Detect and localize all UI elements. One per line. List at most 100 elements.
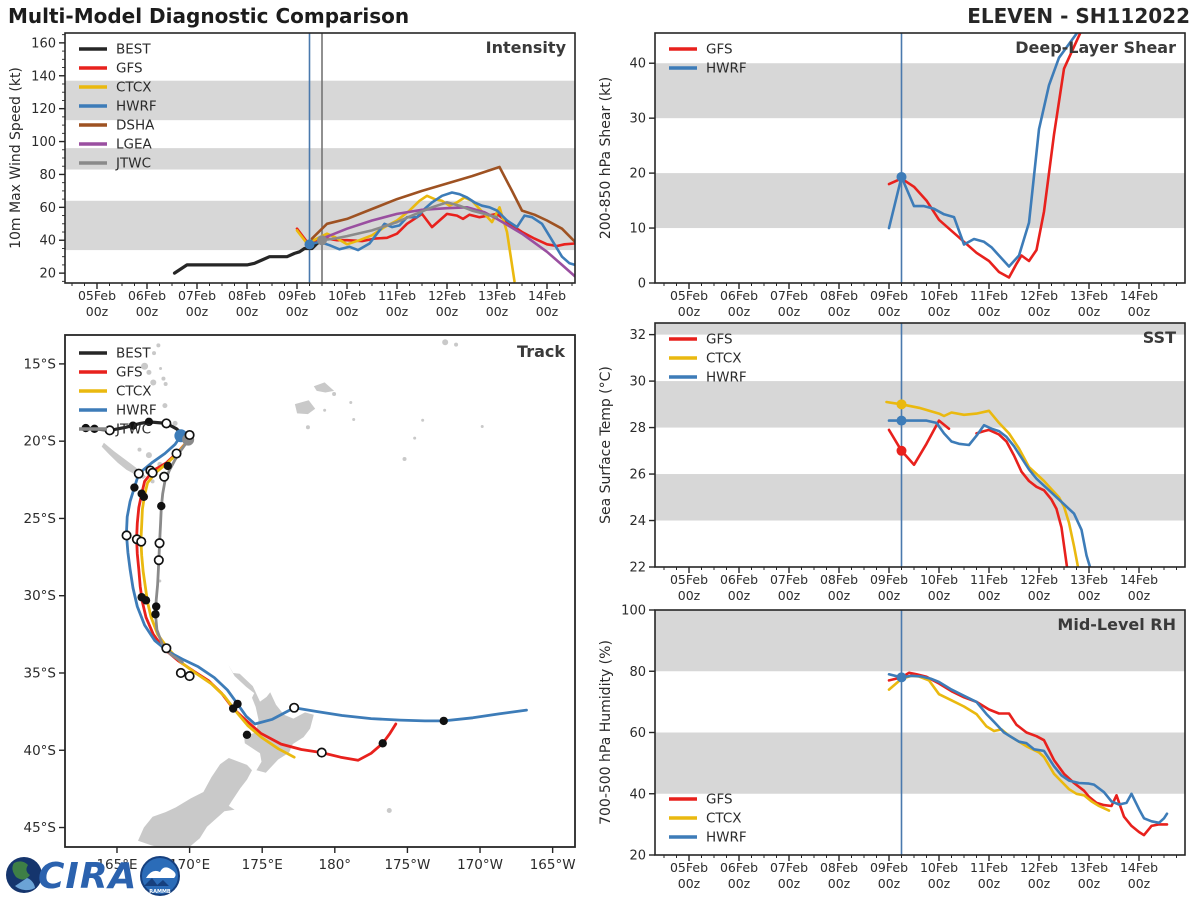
x-tick-sublabel: 00z [536,304,559,319]
cira-rammb-logo: CIRA RAMMB [6,856,180,897]
land-islet [305,425,310,430]
y-tick-label: 10 [629,222,646,237]
land-islet [413,436,417,440]
lon-tick-label: 165°E [96,857,137,873]
legend-label-GFS: GFS [116,61,143,77]
x-tick-label: 07Feb [770,288,808,303]
lat-tick-label: 30°S [24,588,57,604]
land-islet [163,381,168,386]
storm-id-title: ELEVEN - SH112022 [967,4,1190,28]
legend-label-CTCX: CTCX [706,351,742,367]
x-tick-sublabel: 00z [1078,876,1101,891]
y-tick-label: 40 [629,787,646,802]
x-tick-sublabel: 00z [778,876,801,891]
track-marker-filled-CTCX [139,492,149,502]
x-tick-sublabel: 00z [878,588,901,603]
track-marker-filled-JTWC [163,461,173,471]
land-islet [156,343,161,348]
track-marker-open-JTWC [154,538,165,549]
x-tick-sublabel: 00z [336,304,359,319]
panel-title: Track [517,342,565,361]
lat-tick-label: 20°S [24,434,57,450]
land-islet [323,408,327,412]
x-tick-sublabel: 00z [978,588,1001,603]
x-tick-sublabel: 00z [678,588,701,603]
series-line-GFS [887,33,1082,279]
x-tick-sublabel: 00z [286,304,309,319]
track-line-HWRF [125,434,528,726]
legend-label-BEST: BEST [116,42,151,58]
track-marker-open-GFS [175,667,186,679]
init-dot-GFS [896,445,907,456]
track-marker-filled-HWRF [130,483,139,492]
legend-label-JTWC: JTWC [115,156,151,172]
land-islet [152,351,157,356]
track-marker-filled-CTCX [141,596,151,605]
x-tick-sublabel: 00z [778,304,801,319]
lon-tick-label: 175°W [384,857,430,873]
land-islet [141,362,149,370]
legend-label-GFS: GFS [116,365,143,381]
series-line-HWRF [308,191,575,267]
track-marker-filled-HWRF [439,716,448,726]
x-tick-label: 11Feb [970,860,1008,875]
lon-tick-label: 180° [319,857,352,873]
track-marker-open-CTCX [184,671,195,682]
shaded-band [655,323,1185,335]
map-area [81,339,528,847]
lon-tick-label: 170°E [169,857,210,873]
series-line-GFS [975,428,1069,567]
x-tick-label: 05Feb [670,572,708,587]
shaded-band [65,80,575,121]
plot-area [887,33,1082,279]
land-islet [352,418,356,422]
track-marker-filled-BEST [144,417,154,427]
track-marker-filled-JTWC [151,610,160,619]
x-tick-sublabel: 00z [728,304,751,319]
legend-label-GFS: GFS [706,332,733,348]
lon-tick-label: 165°W [530,857,576,873]
track-marker-open-HWRF [289,702,300,713]
x-tick-sublabel: 00z [828,876,851,891]
series-line-HWRF [887,33,1079,268]
x-tick-label: 10Feb [920,572,958,587]
series-line-JTWC [320,201,499,242]
y-tick-label: 22 [629,561,646,576]
y-axis-label: 700-500 hPa Humidity (%) [598,640,614,825]
x-tick-label: 14Feb [1120,572,1158,587]
x-tick-sublabel: 00z [828,304,851,319]
series-line-DSHA [310,165,575,244]
x-tick-label: 09Feb [278,288,316,303]
track-marker-filled-JTWC [151,602,161,611]
x-tick-label: 06Feb [720,288,758,303]
x-tick-label: 13Feb [1070,572,1108,587]
y-tick-label: 160 [31,36,56,51]
track-marker-open-CTCX [147,467,158,478]
x-tick-sublabel: 00z [1028,876,1051,891]
panel-sst: 05Feb00z06Feb00z07Feb00z08Feb00z09Feb00z… [598,322,1186,603]
lat-tick-label: 35°S [24,665,57,681]
main-title: Multi-Model Diagnostic Comparison [8,4,410,28]
plot-frame [654,32,1186,284]
y-tick-label: 24 [629,514,646,529]
y-tick-label: 40 [39,234,56,249]
land-islet [402,456,407,461]
shaded-band [655,474,1185,521]
x-tick-label: 12Feb [1020,572,1058,587]
track-marker-open-JTWC [159,471,170,482]
x-tick-label: 06Feb [720,860,758,875]
land-islet [172,420,178,426]
land-islet [137,447,142,452]
y-tick-label: 30 [629,375,646,390]
track-marker-filled-JTWC [157,501,166,511]
x-tick-label: 07Feb [770,572,808,587]
y-tick-label: 100 [31,135,56,150]
y-axis-label: 10m Max Wind Speed (kt) [8,67,24,249]
legend-label-HWRF: HWRF [706,61,747,77]
land-new-caledonia [101,442,146,479]
rammb-wordmark: RAMMB [149,889,171,895]
legend-label-CTCX: CTCX [706,811,742,827]
shaded-band [65,148,575,170]
x-tick-sublabel: 00z [236,304,259,319]
x-tick-sublabel: 00z [1128,588,1151,603]
